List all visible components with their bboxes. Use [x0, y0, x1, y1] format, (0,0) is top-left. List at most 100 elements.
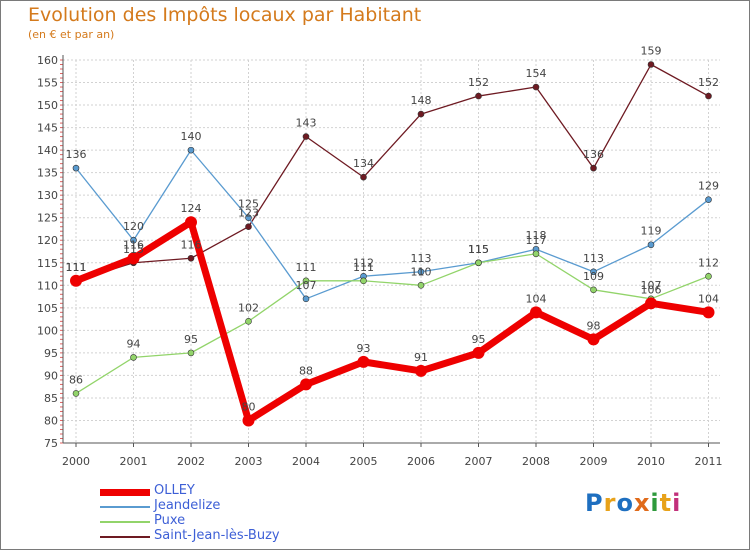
data-point-saint-jean-l-s-buzy [647, 61, 655, 68]
data-label-olley: 104 [526, 292, 547, 305]
data-label-jeandelize: 113 [583, 252, 604, 265]
data-label-saint-jean-l-s-buzy: 136 [583, 148, 604, 161]
legend-swatch [100, 488, 150, 496]
plot-area [63, 60, 720, 443]
x-tick-label: 2009 [580, 455, 608, 468]
x-tick-label: 2000 [62, 455, 90, 468]
data-point-puxe [532, 250, 540, 258]
y-tick-label: 160 [37, 54, 58, 67]
x-tick-label: 2001 [120, 455, 148, 468]
y-tick-label: 130 [37, 189, 58, 202]
data-label-saint-jean-l-s-buzy: 152 [698, 76, 719, 89]
legend-swatch [100, 506, 150, 508]
y-tick-label: 115 [37, 257, 58, 270]
data-point-saint-jean-l-s-buzy [590, 164, 597, 172]
data-label-saint-jean-l-s-buzy: 111 [66, 261, 87, 274]
data-point-saint-jean-l-s-buzy [360, 173, 367, 181]
data-point-olley [472, 346, 485, 359]
data-label-olley: 111 [66, 261, 87, 274]
data-label-jeandelize: 107 [296, 279, 317, 292]
data-label-olley: 80 [242, 400, 256, 413]
data-label-puxe: 94 [127, 337, 141, 350]
data-label-puxe: 102 [238, 301, 259, 314]
data-label-puxe: 117 [526, 234, 547, 247]
data-label-olley: 88 [299, 364, 313, 377]
y-tick-label: 105 [37, 302, 58, 315]
y-tick-label: 150 [37, 99, 58, 112]
data-point-olley [127, 252, 140, 265]
chart-subtitle: (en € et par an) [28, 28, 115, 41]
data-label-jeandelize: 136 [66, 148, 87, 161]
data-point-olley [702, 306, 715, 319]
x-tick-label: 2002 [177, 455, 205, 468]
y-tick-label: 135 [37, 167, 58, 180]
y-tick-label: 75 [44, 437, 58, 450]
data-label-jeandelize: 118 [526, 229, 547, 242]
series-line-olley [74, 218, 710, 424]
data-label-saint-jean-l-s-buzy: 148 [411, 94, 432, 107]
data-point-saint-jean-l-s-buzy [187, 254, 195, 262]
series-line-jeandelize [75, 149, 709, 300]
data-point-jeandelize [417, 268, 425, 276]
x-tick-label: 2007 [465, 455, 493, 468]
data-label-saint-jean-l-s-buzy: 123 [238, 207, 259, 220]
legend-label: Jeandelize [154, 498, 221, 513]
data-label-saint-jean-l-s-buzy: 116 [181, 238, 202, 251]
legend-label: OLLEY [154, 483, 195, 498]
data-point-saint-jean-l-s-buzy [245, 223, 252, 231]
data-point-olley [185, 216, 197, 229]
series-line-puxe [75, 253, 709, 394]
x-tick-label: 2006 [407, 455, 435, 468]
y-tick-label: 90 [44, 369, 58, 382]
data-label-olley: 116 [123, 238, 144, 251]
data-point-olley [587, 333, 600, 346]
data-label-jeandelize: 119 [641, 225, 662, 238]
x-tick-label: 2011 [695, 455, 723, 468]
x-tick-label: 2010 [637, 455, 665, 468]
data-label-saint-jean-l-s-buzy: 159 [641, 45, 662, 58]
y-tick-label: 155 [37, 77, 58, 90]
data-label-jeandelize: 113 [411, 252, 432, 265]
data-point-saint-jean-l-s-buzy [417, 110, 425, 118]
y-tick-label: 140 [37, 144, 58, 157]
data-point-olley [530, 306, 542, 319]
data-label-jeandelize: 120 [123, 220, 144, 233]
data-point-jeandelize [130, 236, 137, 244]
data-label-jeandelize: 129 [698, 180, 719, 193]
data-label-puxe: 112 [698, 256, 719, 269]
data-label-saint-jean-l-s-buzy: 152 [468, 76, 489, 89]
data-label-olley: 98 [587, 319, 601, 332]
data-point-puxe [590, 286, 597, 294]
data-label-jeandelize: 112 [353, 256, 374, 269]
data-label-puxe: 111 [296, 261, 317, 274]
data-label-olley: 93 [357, 342, 371, 355]
data-label-puxe: 95 [184, 333, 198, 346]
data-point-puxe [417, 281, 425, 289]
y-tick-label: 145 [37, 122, 58, 135]
proxiti-logo: Proxiti [585, 489, 682, 517]
data-label-olley: 95 [472, 333, 486, 346]
data-point-jeandelize [187, 146, 195, 154]
data-label-puxe: 115 [468, 243, 489, 256]
data-label-saint-jean-l-s-buzy: 143 [296, 117, 317, 130]
chart-title: Evolution des Impôts locaux par Habitant [28, 4, 422, 26]
y-tick-label: 85 [44, 392, 58, 405]
data-point-olley [645, 297, 657, 310]
x-tick-label: 2008 [522, 455, 550, 468]
y-tick-label: 125 [37, 212, 58, 225]
data-label-saint-jean-l-s-buzy: 115 [123, 243, 144, 256]
data-point-jeandelize [302, 295, 310, 303]
data-point-puxe [245, 318, 252, 325]
data-point-puxe [705, 272, 712, 280]
x-tick-label: 2004 [292, 455, 320, 468]
y-tick-label: 80 [44, 414, 58, 427]
data-label-puxe: 111 [353, 261, 374, 274]
data-point-saint-jean-l-s-buzy [532, 83, 540, 91]
data-point-puxe [302, 277, 310, 285]
data-point-puxe [130, 354, 137, 361]
data-label-olley: 124 [181, 202, 202, 215]
data-point-saint-jean-l-s-buzy [705, 92, 712, 100]
data-point-olley [242, 414, 255, 427]
y-tick-label: 100 [37, 324, 58, 337]
